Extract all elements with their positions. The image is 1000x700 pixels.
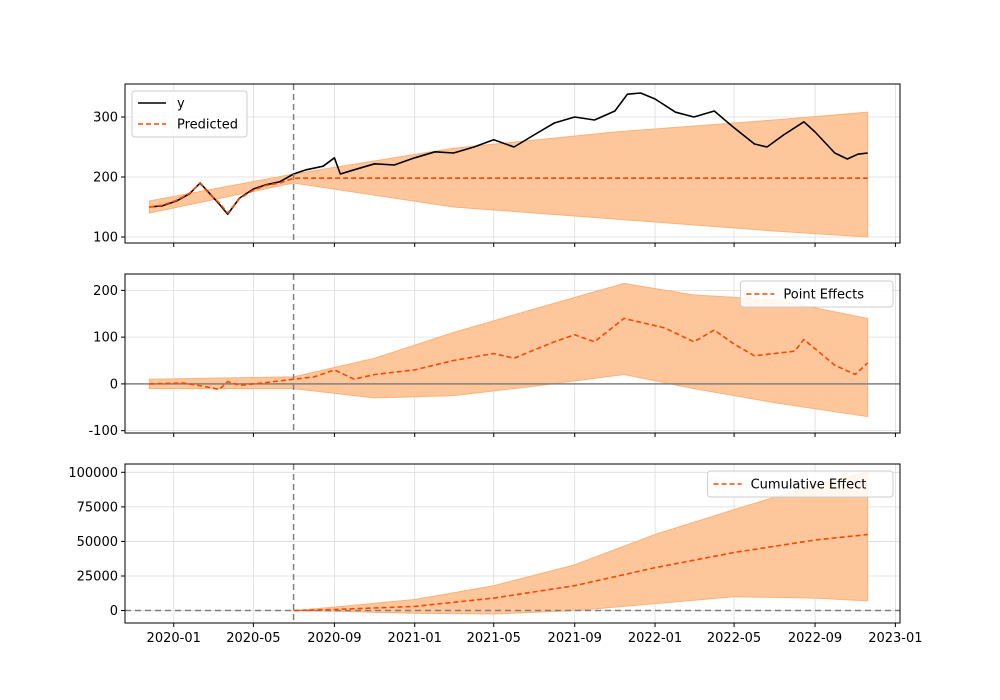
x-tick-label: 2020-09 — [307, 631, 361, 646]
legend: Cumulative Effect — [707, 470, 894, 498]
y-tick-label: 0 — [110, 377, 118, 392]
series-line-y — [149, 92, 868, 215]
y-tick-label: 0 — [110, 604, 118, 619]
series-line-predicted — [149, 177, 868, 214]
series-line-point-effects — [149, 317, 869, 391]
axes-frame — [124, 83, 901, 244]
legend-box — [739, 280, 894, 308]
y-tick-label: 75000 — [77, 500, 118, 515]
y-tick-label: 200 — [93, 171, 118, 186]
y-tick-label: 50000 — [77, 535, 118, 550]
x-tick-label: 2022-05 — [707, 631, 761, 646]
y-tick-label: 100 — [93, 231, 118, 246]
x-tick-label: 2023-01 — [868, 631, 922, 646]
x-tick-label: 2022-09 — [788, 631, 842, 646]
x-tick-label: 2021-01 — [388, 631, 442, 646]
panel-cumulative-effect: 0 25000 50000 75000 100000 2020-01 2020-05 2020… — [68, 463, 923, 646]
y-tick-label: 100 — [93, 331, 118, 346]
panel-observed-vs-predicted: 100 200 300 y Predicted — [93, 83, 901, 247]
legend-label: Cumulative Effect — [751, 478, 867, 493]
x-tick-label: 2021-09 — [548, 631, 602, 646]
axes-frame — [124, 463, 901, 624]
y-tick-label: 100000 — [68, 466, 118, 481]
y-tick-label: 200 — [93, 284, 118, 299]
confidence-band — [148, 111, 869, 238]
y-tick-label: 25000 — [77, 569, 118, 584]
legend-label-y: y — [177, 97, 185, 112]
y-tick-label: 300 — [93, 111, 118, 126]
legend-label-predicted: Predicted — [177, 118, 238, 133]
series-line-cumulative-effect — [293, 533, 868, 612]
x-tick-label: 2020-05 — [226, 631, 280, 646]
x-tick-label: 2022-01 — [628, 631, 682, 646]
confidence-band — [293, 471, 869, 615]
x-tick-label: 2021-05 — [467, 631, 521, 646]
axes-frame — [124, 273, 901, 434]
x-tick-label: 2020-01 — [147, 631, 201, 646]
legend-box — [707, 470, 894, 498]
legend: y Predicted — [131, 90, 248, 138]
panel-point-effects: -100 0 100 200 Point Effects — [88, 273, 901, 439]
legend: Point Effects — [739, 280, 894, 308]
legend-label: Point Effects — [783, 288, 864, 303]
y-tick-label: -100 — [88, 424, 118, 439]
